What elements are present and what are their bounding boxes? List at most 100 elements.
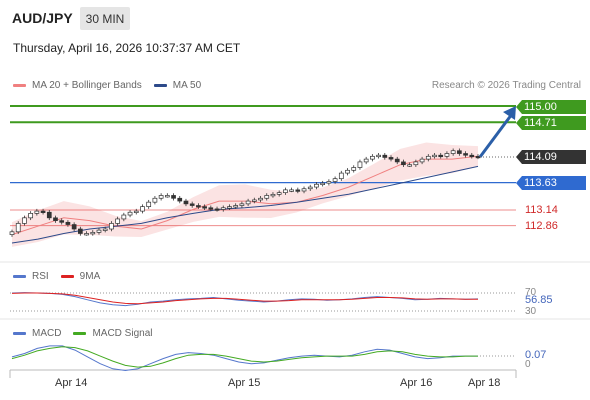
macd-label: MACD: [32, 328, 62, 339]
candle: [245, 198, 251, 207]
candle: [264, 193, 270, 201]
research-credit: Research © 2026 Trading Central: [431, 80, 581, 91]
candle: [363, 156, 369, 165]
candle: [96, 227, 102, 235]
rsi-line: [11, 292, 479, 307]
timestamp: Thursday, April 16, 2026 10:37:37 AM CET: [13, 41, 241, 55]
ma20-bollinger-swatch: [13, 84, 26, 87]
main-legend: MA 20 + Bollinger Bands MA 50: [13, 80, 201, 91]
candle: [214, 206, 220, 212]
candle: [90, 230, 96, 236]
candle: [357, 159, 363, 170]
macd-legend: MACD MACD Signal: [13, 328, 152, 339]
rsi-30-label: 30: [525, 306, 537, 317]
candle: [9, 229, 15, 237]
rsi-70-label: 70: [525, 287, 537, 298]
candle: [102, 226, 108, 233]
candle: [177, 196, 183, 204]
candle: [351, 165, 357, 173]
candle: [28, 211, 33, 221]
candle: [258, 196, 263, 203]
candle: [376, 152, 381, 159]
candle: [407, 162, 413, 167]
ma50-swatch: [153, 84, 167, 87]
candle: [109, 221, 114, 232]
candle: [183, 198, 189, 207]
candle: [289, 187, 294, 193]
projection-arrow-head: [503, 106, 516, 120]
macd-swatch: [13, 332, 26, 335]
macd-signal-line: [11, 346, 478, 368]
candle: [388, 155, 394, 162]
candle: [413, 159, 419, 167]
candle: [320, 180, 326, 187]
candle: [326, 179, 332, 186]
candle: [394, 156, 400, 165]
candle: [307, 184, 313, 191]
candle: [382, 152, 388, 160]
candle: [22, 215, 27, 226]
candle: [189, 201, 195, 208]
candle: [164, 193, 170, 198]
rsi-9ma-line: [11, 292, 478, 305]
last-price-tag: 114.09: [516, 150, 586, 164]
candle: [46, 210, 52, 221]
candle: [419, 156, 425, 165]
rsi-label: RSI: [32, 271, 49, 282]
candle: [208, 205, 214, 212]
candle: [65, 220, 71, 227]
candle: [84, 231, 89, 236]
macd-current-label: 0.07: [525, 349, 547, 361]
macd-zero-label: 0: [525, 359, 531, 370]
candle: [283, 187, 288, 195]
candle: [59, 218, 65, 225]
projection-arrow: [478, 113, 514, 158]
candle: [121, 212, 127, 222]
candle: [239, 201, 245, 208]
x-label-apr16: Apr 16: [400, 377, 433, 389]
candle: [227, 204, 232, 210]
candle: [345, 168, 350, 176]
rsi-9ma-swatch: [60, 275, 74, 278]
candle: [332, 176, 338, 184]
candle: [71, 222, 77, 232]
candle: [133, 208, 139, 215]
target-1-tag: 114.71: [516, 116, 586, 130]
candle: [270, 192, 276, 198]
candle: [152, 196, 158, 205]
candle: [314, 182, 319, 190]
candle: [301, 186, 307, 194]
ma20-bollinger-label: MA 20 + Bollinger Bands: [32, 80, 142, 91]
x-label-apr18: Apr 18: [468, 377, 501, 389]
candle: [438, 152, 444, 159]
candle: [233, 203, 239, 209]
candle: [140, 204, 145, 214]
chart-frame: [0, 261, 590, 378]
ma20-line: [11, 155, 479, 236]
candle: [220, 205, 226, 212]
target-2-tag: 115.00: [516, 100, 586, 114]
candle: [432, 152, 437, 159]
candle: [127, 210, 133, 218]
candle: [444, 151, 450, 159]
candle: [115, 216, 120, 226]
candle: [450, 148, 456, 156]
support-2-label: 112.86: [525, 220, 558, 232]
candle: [202, 204, 207, 210]
candle: [158, 193, 164, 201]
x-label-apr14: Apr 14: [55, 377, 88, 389]
candle: [171, 193, 176, 201]
candle: [77, 226, 83, 236]
support-1-label: 113.14: [525, 204, 558, 216]
macd-signal-label: MACD Signal: [92, 328, 153, 339]
candle: [463, 151, 468, 158]
rsi-legend: RSI 9MA: [13, 271, 100, 282]
timeframe-button[interactable]: 30 MIN: [80, 7, 130, 30]
rsi-9ma-label: 9MA: [79, 271, 101, 282]
bollinger-band-area: [12, 142, 478, 247]
rsi-current-label: 56.85: [525, 294, 553, 306]
candle: [276, 190, 282, 197]
candle: [469, 152, 475, 159]
candle: [34, 208, 40, 216]
